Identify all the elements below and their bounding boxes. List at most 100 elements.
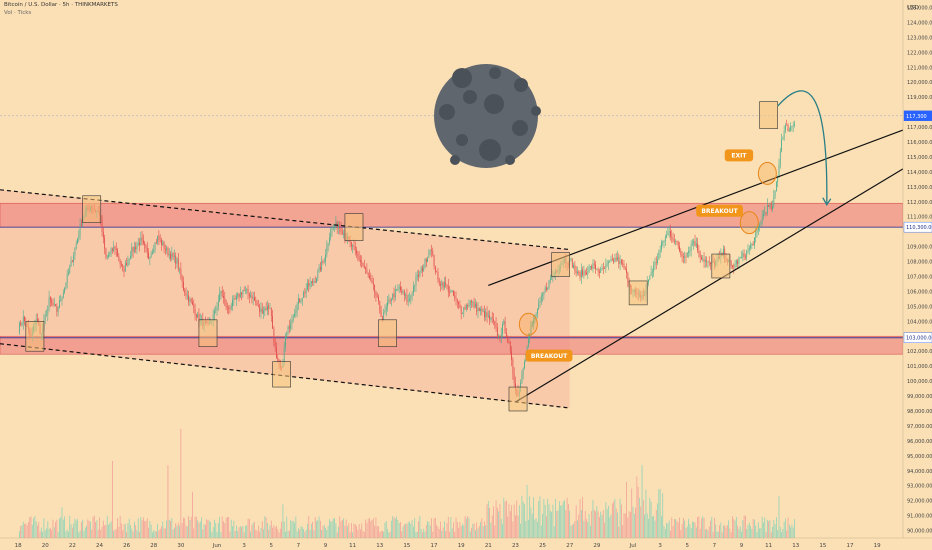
- volume-bar: [538, 501, 540, 538]
- volume-bar: [458, 528, 460, 538]
- candle-body: [310, 281, 312, 284]
- volume-bar: [574, 521, 576, 538]
- volume-bar: [610, 514, 612, 538]
- time-tick-label: 17: [431, 543, 438, 549]
- candle-body: [201, 319, 202, 320]
- volume-bar: [626, 482, 627, 538]
- volume-bar: [135, 525, 137, 538]
- volume-bar: [650, 501, 652, 538]
- volume-bar: [60, 517, 62, 538]
- candle-body: [372, 282, 374, 285]
- candle-body: [314, 281, 316, 283]
- candle-body: [136, 245, 138, 250]
- volume-bar: [349, 532, 351, 538]
- candle-body: [791, 126, 793, 127]
- volume-bar: [668, 520, 670, 538]
- annotation-label-3: EXIT: [724, 149, 754, 162]
- candle-body: [763, 213, 764, 216]
- volume-bar: [769, 520, 771, 538]
- volume-bar: [257, 525, 259, 538]
- volume-bar: [254, 521, 255, 538]
- volume-bar: [671, 517, 673, 538]
- volume-bar: [291, 520, 293, 538]
- candle-body: [599, 271, 600, 273]
- candle-body: [787, 124, 789, 132]
- candle-body: [152, 251, 153, 254]
- volume-bar: [489, 508, 491, 538]
- candle-body: [195, 315, 197, 318]
- candle-body: [243, 289, 245, 291]
- volume-bar: [40, 527, 42, 538]
- candle-body: [177, 258, 179, 270]
- volume-bar: [633, 513, 635, 538]
- pivot-box-5: [344, 213, 364, 241]
- price-tick-label: 97,000.00: [907, 424, 932, 430]
- volume-bar: [118, 526, 120, 538]
- candle-body: [349, 239, 351, 243]
- volume-bar: [150, 524, 152, 538]
- candle-body: [706, 259, 708, 262]
- volume-bar: [369, 517, 370, 538]
- volume-bar: [39, 531, 41, 538]
- volume-bar: [283, 521, 285, 538]
- volume-bar: [288, 530, 290, 538]
- volume-bar: [372, 518, 374, 538]
- candle-body: [304, 292, 306, 294]
- volume-bar: [642, 499, 644, 538]
- volume-bar: [515, 515, 516, 538]
- candle-body: [531, 322, 533, 327]
- candle-body: [242, 289, 244, 295]
- candle-body: [595, 264, 596, 270]
- candle-body: [131, 247, 133, 256]
- candle-body: [338, 224, 339, 229]
- price-tag-text: 110,300.00: [906, 225, 932, 231]
- price-tick-label: 104,000.00: [907, 319, 932, 325]
- volume-bar: [234, 530, 236, 538]
- volume-bar: [88, 521, 90, 538]
- volume-bar: [552, 504, 554, 538]
- candle-body: [622, 263, 624, 265]
- candle-body: [149, 257, 151, 259]
- candle-body: [68, 272, 69, 275]
- candle-body: [440, 284, 441, 286]
- volume-bar: [622, 525, 624, 538]
- volume-bar: [748, 522, 750, 538]
- candle-body: [228, 307, 230, 309]
- candle-body: [144, 243, 146, 246]
- volume-bar: [424, 531, 426, 538]
- volume-bar: [276, 525, 277, 538]
- candle-body: [737, 260, 739, 264]
- candle-body: [145, 245, 147, 249]
- volume-bar: [692, 521, 693, 538]
- volume-bar: [432, 531, 434, 538]
- candle-body: [300, 300, 302, 303]
- pivot-box-7: [508, 386, 528, 412]
- breakout-circle-1: [518, 312, 538, 336]
- candle-body: [247, 289, 249, 294]
- volume-bar: [65, 531, 67, 538]
- candle-body: [772, 205, 773, 210]
- candle-body: [723, 248, 724, 256]
- volume-bar: [684, 520, 686, 538]
- candle-body: [649, 275, 651, 280]
- price-tick-label: 120,000.00: [907, 80, 932, 86]
- candle-body: [186, 295, 188, 297]
- candle-body: [104, 237, 106, 249]
- candle-body: [690, 244, 692, 251]
- volume-bar: [500, 518, 502, 538]
- candle-body: [574, 264, 576, 271]
- time-axis: 18 20 22 24 26 28 30 Jun 3 5 7 9 11 13 15 17 19 21 23 25 27 2…: [0, 537, 932, 550]
- candle-body: [441, 282, 443, 286]
- volume-bar: [456, 521, 458, 538]
- price-tick-label: 111,000.00: [907, 215, 932, 221]
- candle-body: [755, 232, 757, 238]
- volume-bar: [620, 504, 622, 538]
- volume-bar: [651, 516, 653, 538]
- candle-body: [341, 232, 343, 235]
- candle-body: [192, 301, 193, 305]
- volume-bar: [180, 428, 182, 538]
- volume-bar: [33, 518, 34, 538]
- volume-bar: [198, 522, 200, 538]
- candle-body: [269, 308, 271, 310]
